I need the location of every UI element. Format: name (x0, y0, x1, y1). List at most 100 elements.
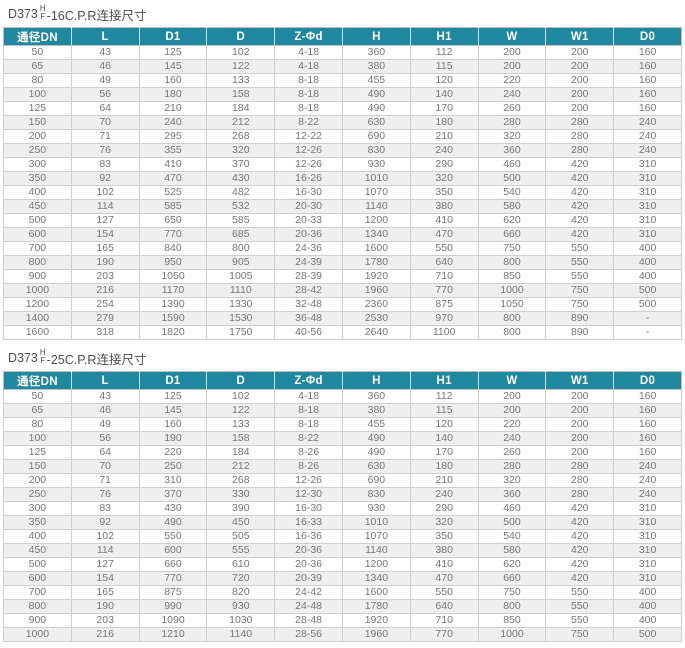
table-cell: 160 (613, 87, 682, 102)
column-header: D1 (138, 371, 207, 390)
spec-table-section-pn25: D373 H F -25C.P.R连接尺寸 通径DN L D1 D Z-Φd H H1 W W1… (3, 349, 682, 642)
table-cell: 420 (545, 557, 615, 572)
table-cell: 700 (3, 585, 72, 600)
table-cell: 76 (70, 487, 140, 502)
table-cell: 80 (3, 417, 72, 432)
table-cell: 102 (70, 185, 140, 200)
dimension-table-pn16: 通径DN L D1 D Z-Φd H H1 W W1 D0 50 43 125 102 4-18 360 112… (3, 27, 682, 340)
column-header: L (70, 371, 140, 390)
table-cell: 190 (70, 599, 140, 614)
table-cell: 555 (206, 543, 276, 558)
table-cell: 24-39 (274, 255, 343, 270)
table-row: 100 56 190 158 8-22 490 140 240 200 160 (3, 431, 682, 446)
column-header: D (206, 371, 275, 390)
table-cell: 310 (613, 199, 682, 214)
table-cell: 200 (3, 473, 72, 488)
table-cell: 50 (3, 389, 72, 404)
table-row: 200 71 295 268 12-22 690 210 320 280 240 (3, 129, 682, 144)
table-cell: 8-18 (274, 101, 343, 116)
table-row: 1600 318 1820 1750 40-56 2640 1100 800 890- (3, 325, 682, 340)
table-cell: 112 (409, 45, 479, 60)
table-cell: 390 (206, 501, 276, 516)
table-cell: 240 (477, 87, 547, 102)
table-cell: 100 (3, 87, 72, 102)
table-cell: 1780 (341, 255, 411, 270)
table-cell: 900 (3, 269, 72, 284)
table-cell: 420 (545, 199, 615, 214)
table-cell: 850 (477, 613, 547, 628)
table-cell: 200 (477, 59, 547, 74)
table-row: 65 46 145 122 8-18 380 115 200 200 160 (3, 403, 682, 418)
table-cell: 112 (409, 389, 479, 404)
table-cell: 900 (3, 613, 72, 628)
table-cell: 930 (206, 599, 276, 614)
table-cell: 1400 (3, 311, 72, 326)
table-cell: 125 (3, 101, 72, 116)
table-cell: 600 (3, 571, 72, 586)
hf-stack-notation: H F (39, 4, 46, 21)
table-cell: 500 (477, 171, 547, 186)
table-cell: 500 (3, 557, 72, 572)
table-cell: 460 (477, 501, 547, 516)
table-cell: 800 (477, 255, 547, 270)
table-cell: 160 (613, 59, 682, 74)
table-cell: 455 (341, 73, 411, 88)
table-cell: 280 (477, 459, 547, 474)
table-cell: 580 (477, 199, 547, 214)
table-cell: 690 (341, 129, 411, 144)
table-cell: 1920 (341, 269, 411, 284)
table-cell: 500 (613, 297, 682, 312)
table-cell: 1200 (341, 557, 411, 572)
table-cell: 420 (545, 213, 615, 228)
table-cell: 200 (545, 403, 615, 418)
table-cell: 1090 (138, 613, 208, 628)
table-cell: 71 (70, 129, 140, 144)
table-cell: 83 (70, 157, 140, 172)
table-cell: 220 (477, 73, 547, 88)
table-cell: 49 (70, 73, 140, 88)
table-row: 80 49 160 133 8-18 455 120 220 200 160 (3, 417, 682, 432)
table-cell: 240 (613, 115, 682, 130)
table-cell: 420 (545, 501, 615, 516)
table-cell: 1170 (138, 283, 208, 298)
table-cell: 1000 (477, 627, 547, 642)
table-cell: 550 (545, 269, 615, 284)
table-cell: 930 (341, 157, 411, 172)
table-cell: 102 (206, 389, 276, 404)
column-header: W (477, 27, 546, 46)
table-cell: 310 (613, 185, 682, 200)
table-cell: 2640 (341, 325, 411, 340)
table-cell: 400 (613, 585, 682, 600)
table-cell: 102 (70, 529, 140, 544)
table-cell: 150 (3, 459, 72, 474)
table-cell: 170 (409, 101, 479, 116)
table-cell: 4-18 (274, 59, 343, 74)
table-cell: 660 (477, 227, 547, 242)
table-row: 500 127 650 585 20-33 1200 410 620 420 310 (3, 213, 682, 228)
table-row: 350 92 490 450 16-33 1010 320 500 420 310 (3, 515, 682, 530)
table-cell: 200 (3, 129, 72, 144)
table-cell: 170 (409, 445, 479, 460)
table-cell: 24-36 (274, 241, 343, 256)
table-cell: 820 (206, 585, 276, 600)
hf-stack-notation: H F (39, 348, 46, 365)
table-cell: 56 (70, 87, 140, 102)
table-cell: 890 (545, 311, 615, 326)
table-cell: 1000 (477, 283, 547, 298)
table-cell: 420 (545, 171, 615, 186)
table-cell: 200 (545, 101, 615, 116)
table-cell: 212 (206, 459, 276, 474)
table-row: 50 43 125 102 4-18 360 112 200 200 160 (3, 389, 682, 404)
table-cell: 250 (3, 143, 72, 158)
table-cell: 320 (477, 473, 547, 488)
table-cell: 280 (545, 459, 615, 474)
table-cell: 410 (409, 213, 479, 228)
table-cell: 20-39 (274, 571, 343, 586)
table-cell: 180 (409, 115, 479, 130)
table-cell: 710 (409, 269, 479, 284)
table-cell: 212 (206, 115, 276, 130)
table-cell: 145 (138, 403, 208, 418)
table-cell: 1050 (138, 269, 208, 284)
table-cell: 320 (477, 129, 547, 144)
table-cell: 1140 (206, 627, 276, 642)
